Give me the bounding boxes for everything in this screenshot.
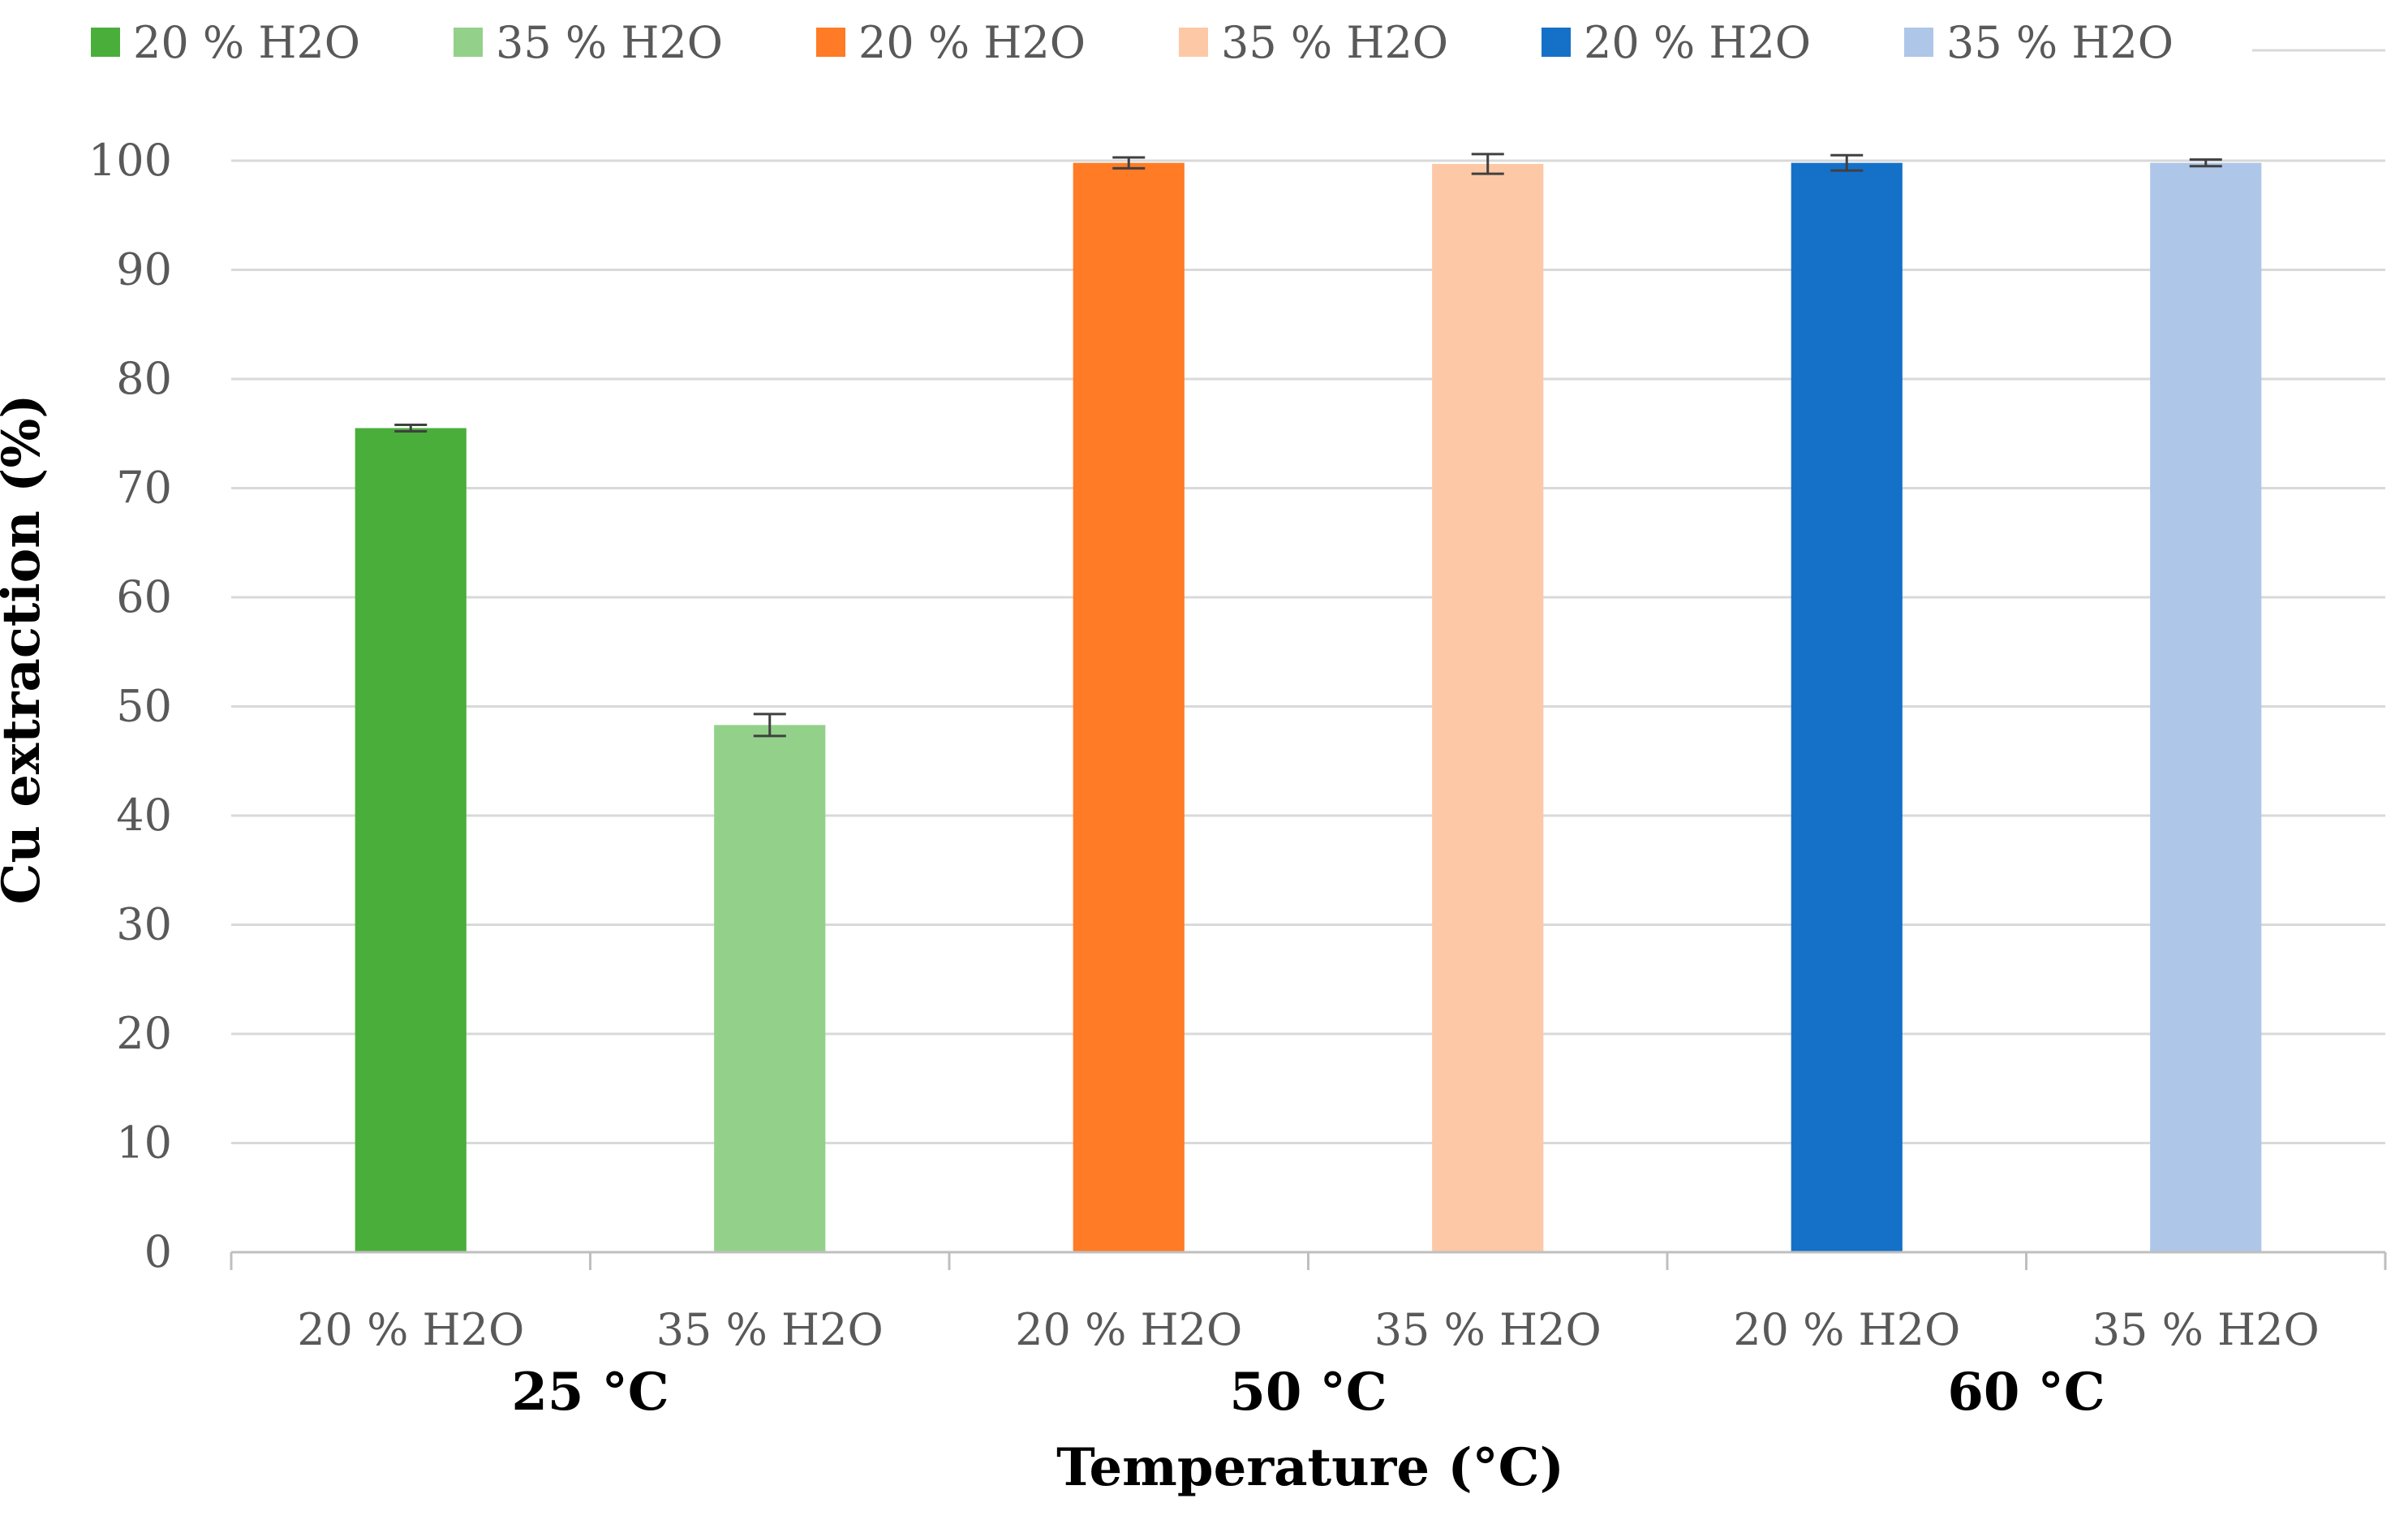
x-axis: 20 % H2O 35 % H2O 25 °C 20 % H2O 35 % H2O 50 … bbox=[230, 1251, 2387, 1423]
legend-item: 35 % H2O bbox=[1179, 17, 1448, 68]
legend-label: 35 % H2O bbox=[1946, 17, 2174, 68]
x-axis-title: Temperature (°C) bbox=[1056, 1437, 1564, 1498]
bar bbox=[1791, 162, 1903, 1253]
bar bbox=[1432, 164, 1544, 1252]
x-category-label: 20 % H2O bbox=[1015, 1304, 1242, 1355]
x-group-label: 25 °C bbox=[511, 1362, 669, 1423]
x-category-label: 20 % H2O bbox=[1733, 1304, 1960, 1355]
y-tick-label: 100 bbox=[88, 135, 172, 186]
x-category-label: 35 % H2O bbox=[1374, 1304, 1602, 1355]
legend-label: 20 % H2O bbox=[858, 17, 1086, 68]
bar bbox=[355, 428, 467, 1252]
legend-swatch bbox=[1179, 28, 1208, 57]
bar bbox=[1073, 162, 1185, 1253]
y-tick-label: 20 bbox=[116, 1008, 172, 1059]
legend-label: 20 % H2O bbox=[1584, 17, 1811, 68]
y-axis-title: Cu extraction (%) bbox=[0, 394, 52, 904]
legend-swatch bbox=[454, 28, 483, 57]
legend-swatch bbox=[816, 28, 845, 57]
x-category-label: 20 % H2O bbox=[297, 1304, 524, 1355]
legend-label: 35 % H2O bbox=[496, 17, 723, 68]
x-group-label: 60 °C bbox=[1947, 1362, 2105, 1423]
bar bbox=[714, 725, 826, 1252]
legend: 20 % H2O 35 % H2O 20 % H2O 35 % H2O 20 % H2O… bbox=[91, 17, 2385, 68]
y-axis-ticks: 0 10 20 30 40 50 60 70 80 90 100 bbox=[88, 135, 172, 1277]
legend-item: 20 % H2O bbox=[816, 17, 1086, 68]
y-tick-label: 50 bbox=[116, 681, 172, 732]
legend-swatch bbox=[91, 28, 120, 57]
gridlines bbox=[231, 159, 2385, 1144]
legend-swatch bbox=[1542, 28, 1571, 57]
legend-item: 20 % H2O bbox=[91, 17, 360, 68]
y-tick-label: 70 bbox=[116, 463, 172, 514]
legend-item: 20 % H2O bbox=[1542, 17, 1811, 68]
x-category-label: 35 % H2O bbox=[656, 1304, 884, 1355]
bar bbox=[2150, 162, 2262, 1253]
legend-item: 35 % H2O bbox=[454, 17, 723, 68]
bars bbox=[355, 153, 2262, 1253]
y-tick-label: 40 bbox=[116, 790, 172, 841]
x-category-label: 35 % H2O bbox=[2092, 1304, 2320, 1355]
legend-swatch bbox=[1904, 28, 1933, 57]
y-tick-label: 80 bbox=[116, 353, 172, 404]
y-tick-label: 30 bbox=[116, 899, 172, 950]
legend-item: 35 % H2O bbox=[1904, 17, 2174, 68]
legend-label: 20 % H2O bbox=[133, 17, 360, 68]
y-tick-label: 0 bbox=[144, 1226, 172, 1277]
y-tick-label: 10 bbox=[116, 1117, 172, 1169]
y-tick-label: 60 bbox=[116, 571, 172, 622]
legend-label: 35 % H2O bbox=[1221, 17, 1448, 68]
x-group-label: 50 °C bbox=[1229, 1362, 1387, 1423]
y-tick-label: 90 bbox=[116, 244, 172, 295]
